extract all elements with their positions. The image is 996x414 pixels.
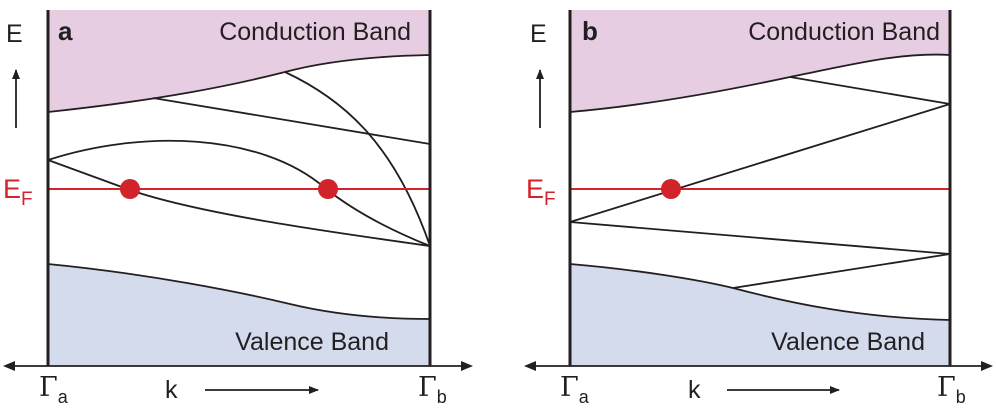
- gamma-a-label: Γa: [560, 372, 590, 407]
- gamma-a-label: Γa: [39, 372, 69, 407]
- panel-letter: b: [582, 16, 598, 46]
- surface-band-line: [47, 159, 431, 247]
- k-axis-left-arrowhead: [524, 361, 536, 371]
- valence-band-region: [48, 264, 430, 366]
- panel-letter: a: [58, 16, 73, 46]
- k-label: k: [165, 376, 178, 404]
- conduction-band-edge: [569, 53, 951, 113]
- k-axis-right-arrowhead: [461, 361, 473, 371]
- conduction-band-edge: [47, 54, 431, 113]
- energy-axis-label: E: [530, 20, 547, 48]
- fermi-level-label: EF: [3, 174, 33, 210]
- surface-band-line: [569, 76, 951, 289]
- k-axis-left-arrowhead: [3, 361, 15, 371]
- energy-axis-label: E: [6, 20, 23, 48]
- k-axis-right-arrowhead: [981, 361, 993, 371]
- conduction-band-region: [48, 10, 430, 112]
- valence-band-label: Valence Band: [235, 328, 389, 356]
- panel-a: E a Conduction Band Valence Band EF Γa Γ…: [3, 10, 473, 407]
- valence-band-region: [570, 264, 950, 366]
- fermi-crossing-dot: [661, 179, 681, 199]
- k-label: k: [688, 376, 701, 404]
- panel-b: E b Conduction Band Valence Band EF Γa Γ…: [524, 10, 993, 407]
- fermi-crossing-dot: [120, 179, 140, 199]
- valence-band-edge: [47, 263, 431, 320]
- gamma-b-label: Γb: [418, 372, 447, 407]
- surface-band-line: [152, 97, 431, 145]
- conduction-band-region: [570, 10, 950, 112]
- fermi-level-label: EF: [526, 174, 556, 210]
- fermi-crossing-dot: [318, 179, 338, 199]
- valence-band-label: Valence Band: [771, 328, 925, 356]
- conduction-band-label: Conduction Band: [219, 18, 411, 46]
- gamma-b-label: Γb: [937, 372, 966, 407]
- conduction-band-label: Conduction Band: [748, 18, 940, 46]
- surface-band-line: [284, 71, 431, 247]
- surface-band-line: [47, 139, 431, 247]
